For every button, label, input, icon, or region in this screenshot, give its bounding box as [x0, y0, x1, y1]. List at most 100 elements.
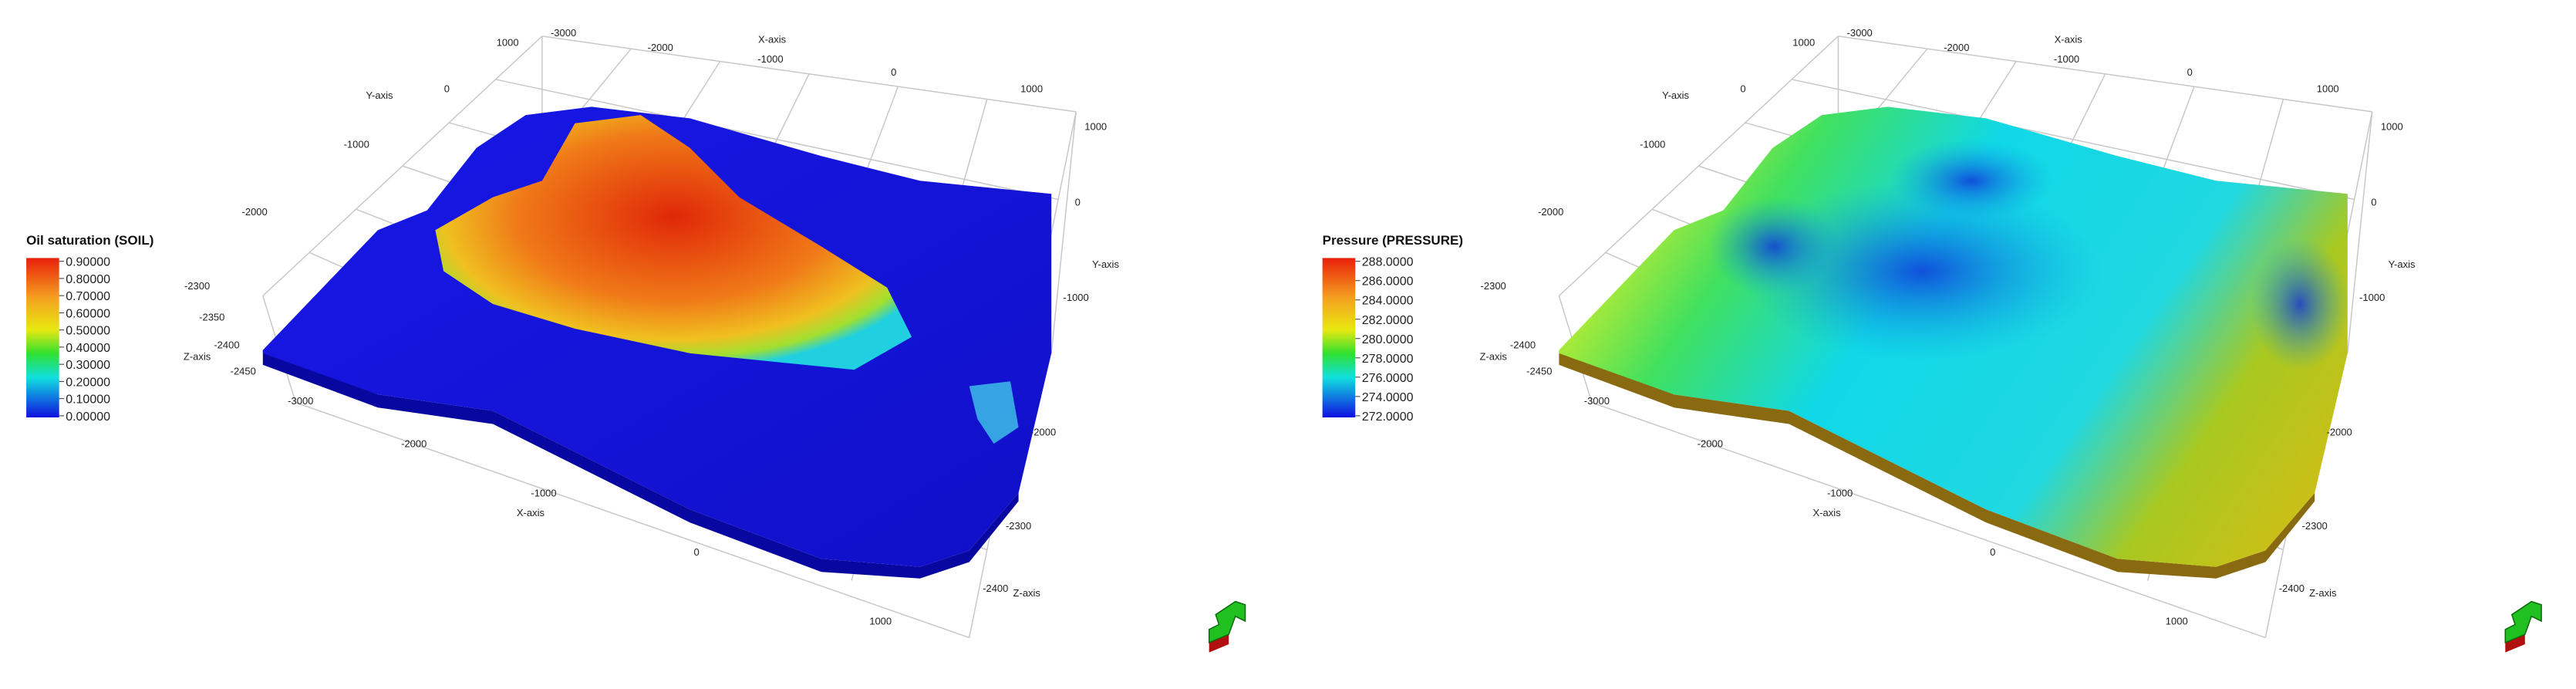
axis-label: 0 [891, 66, 896, 78]
axis-label: -1000 [1064, 292, 1089, 303]
axis-label: Y-axis [2389, 258, 2416, 270]
color-bar [1322, 258, 1356, 418]
axis-label: X-axis [517, 507, 545, 518]
axis-label: Y-axis [1092, 258, 1119, 270]
grid-line [1050, 111, 1077, 354]
legend-label: 0.90000 [66, 256, 110, 269]
axis-label: -3000 [551, 27, 576, 39]
axis-label: -2400 [983, 583, 1008, 594]
legend-label: 278.0000 [1362, 353, 1414, 366]
axis-label: -2350 [199, 311, 224, 323]
axis-label: -3000 [1584, 395, 1610, 407]
legend-label: 0.80000 [66, 273, 110, 286]
legend-title: Oil saturation (SOIL) [26, 233, 153, 248]
legend-label: 274.0000 [1362, 391, 1414, 404]
legend-label: 284.0000 [1362, 295, 1414, 308]
legend-label: 0.10000 [66, 393, 110, 407]
legend-label: 276.0000 [1362, 372, 1414, 385]
axis-label: 0 [1990, 546, 1995, 558]
axis-label: Z-axis [1013, 587, 1041, 599]
axis-label: Z-axis [2309, 587, 2337, 599]
reservoir-side [262, 350, 1019, 579]
axis-label: -3000 [1847, 27, 1873, 39]
saturation-region [435, 115, 912, 370]
axis-label: -2450 [1526, 366, 1552, 377]
axis-label: -1000 [1640, 139, 1665, 150]
axis-label: X-axis [758, 33, 787, 45]
axis-label: 1000 [1020, 83, 1043, 94]
axis-label: -2300 [2302, 520, 2328, 532]
axis-label: -2300 [1481, 280, 1506, 292]
axis-label: -2300 [1006, 520, 1031, 532]
legend-label: 280.0000 [1362, 333, 1414, 346]
axis-label: -2000 [1538, 206, 1563, 218]
axis-label: 0 [2371, 196, 2376, 208]
legend-label: 0.70000 [66, 290, 110, 303]
legend-label: 0.00000 [66, 410, 110, 424]
orientation-arrow [2504, 600, 2542, 643]
axis-label: 1000 [1792, 37, 1815, 49]
axis-label: -1000 [1827, 487, 1853, 498]
legend-label: 0.60000 [66, 307, 110, 320]
orientation-arrow [1208, 600, 1246, 643]
axis-label: Y-axis [366, 90, 393, 101]
axis-label: 1000 [2317, 83, 2339, 94]
axis-label: -1000 [757, 53, 783, 65]
axis-label: -1000 [344, 139, 369, 150]
axis-label: -2000 [242, 206, 268, 218]
axis-label: -2000 [648, 42, 673, 53]
axis-label: -2000 [1030, 426, 1056, 437]
axis-label: 1000 [1084, 120, 1107, 132]
axis-label: 0 [444, 83, 450, 94]
axis-label: 0 [1740, 83, 1745, 94]
axis-label: 1000 [2381, 120, 2403, 132]
axis-label: 1000 [2166, 615, 2188, 627]
legend-label: 288.0000 [1362, 256, 1414, 269]
grid-line [295, 402, 969, 639]
axis-label: -3000 [288, 395, 313, 407]
axis-label: -2000 [2326, 426, 2352, 437]
axis-label: Z-axis [1479, 350, 1507, 362]
axis-label: 1000 [869, 615, 892, 627]
axis-label: X-axis [2055, 33, 2083, 45]
color-bar [26, 258, 59, 418]
axis-label: -2400 [2279, 583, 2305, 594]
legend-label: 272.0000 [1362, 410, 1414, 424]
axis-label: -2400 [214, 339, 239, 351]
reservoir-side [1559, 350, 2315, 579]
pressure-low [1708, 197, 1840, 296]
axis-label: 1000 [497, 37, 519, 49]
axis-label: -2000 [1944, 42, 1969, 53]
axis-label: Y-axis [1662, 90, 1689, 101]
axis-label: -1000 [2359, 292, 2385, 303]
axis-label: 0 [694, 546, 700, 558]
axis-label: -1000 [2054, 53, 2079, 65]
orientation-arrow-side [2505, 634, 2525, 653]
grid-line [1591, 402, 2266, 639]
legend-label: 0.30000 [66, 359, 110, 372]
axis-label: X-axis [1812, 507, 1841, 518]
axis-label: -2000 [401, 437, 427, 449]
orientation-arrow-side [1209, 634, 1229, 653]
axis-label: -1000 [531, 487, 556, 498]
axis-label: 0 [2187, 66, 2193, 78]
grid-line [2347, 111, 2373, 354]
saturation-region [969, 381, 1019, 444]
legend-label: 0.50000 [66, 325, 110, 338]
view-panel: -3000 -2000 X-axis -1000 0 1000 1000 Y-axis 0 -10… [1322, 27, 2542, 653]
axis-label: -2000 [1698, 437, 1723, 449]
view-panel: -3000 -2000 X-axis -1000 0 1000 1000 Y-axis 0 -10… [26, 27, 1246, 653]
axis-label: -2300 [184, 280, 210, 292]
legend-label: 0.20000 [66, 376, 110, 389]
pressure-low [1889, 140, 2054, 222]
legend-label: 282.0000 [1362, 314, 1414, 327]
axis-label: 0 [1075, 196, 1081, 208]
pressure-low [2251, 238, 2349, 370]
legend-title: Pressure (PRESSURE) [1323, 233, 1463, 248]
axis-label: Z-axis [184, 350, 211, 362]
axis-label: -2400 [1510, 339, 1536, 351]
legend-label: 286.0000 [1362, 275, 1414, 289]
axis-label: -2450 [231, 366, 256, 377]
legend-label: 0.40000 [66, 342, 110, 355]
